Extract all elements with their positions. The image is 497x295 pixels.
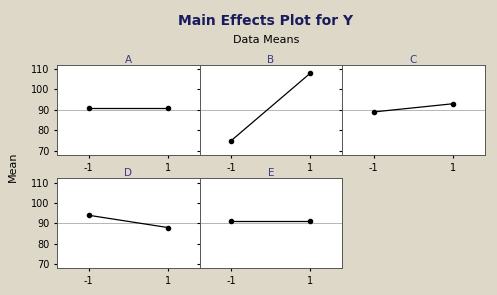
Text: E: E	[267, 168, 274, 178]
Text: A: A	[125, 55, 132, 65]
Text: Data Means: Data Means	[233, 35, 299, 45]
Text: Mean: Mean	[7, 151, 17, 182]
Text: C: C	[410, 55, 417, 65]
Text: Main Effects Plot for Y: Main Effects Plot for Y	[178, 14, 353, 28]
Text: D: D	[124, 168, 132, 178]
Text: B: B	[267, 55, 274, 65]
